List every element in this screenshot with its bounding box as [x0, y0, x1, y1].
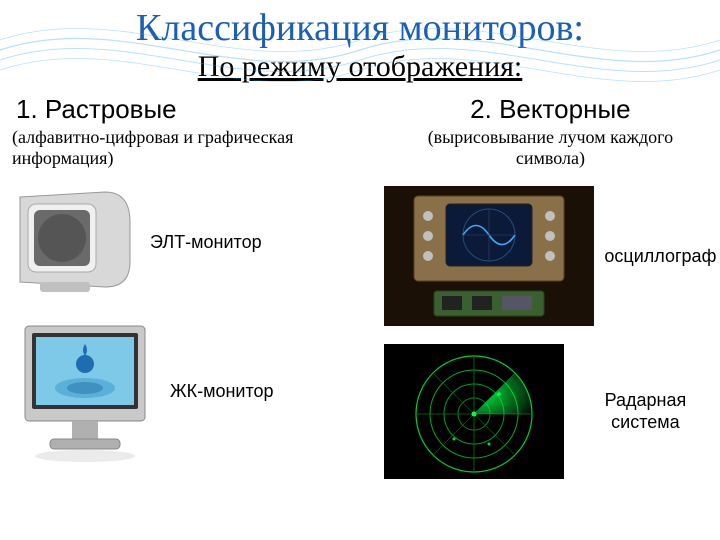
item-label-radar: Радарная система [574, 390, 716, 433]
item-label-lcd: ЖК-монитор [170, 381, 274, 402]
lcd-monitor-icon [10, 316, 160, 466]
item-label-crt: ЭЛТ-монитор [150, 232, 262, 253]
item-label-oscilloscope: осциллограф [604, 246, 716, 268]
columns-container: 1. Растровые (алфавитно-цифровая и графи… [0, 94, 720, 534]
oscilloscope-icon [384, 186, 594, 326]
radar-icon [384, 344, 564, 479]
page-title: Классификация мониторов: [0, 0, 720, 50]
column-vector: 2. Векторные (вырисовывание лучом каждог… [374, 94, 720, 534]
list-item: Радарная система [384, 344, 716, 479]
column-description-raster: (алфавитно-цифровая и графическая информ… [10, 127, 364, 168]
list-item: ЭЛТ-монитор [10, 182, 364, 302]
page-subtitle: По режиму отображения: [0, 50, 720, 84]
list-item: осциллограф [384, 186, 716, 326]
crt-monitor-icon [10, 182, 140, 302]
column-heading-vector: 2. Векторные [384, 94, 716, 125]
column-heading-raster: 1. Растровые [10, 94, 364, 125]
column-raster: 1. Растровые (алфавитно-цифровая и графи… [0, 94, 374, 534]
list-item: ЖК-монитор [10, 316, 364, 466]
column-description-vector: (вырисовывание лучом каждого символа) [384, 127, 716, 168]
